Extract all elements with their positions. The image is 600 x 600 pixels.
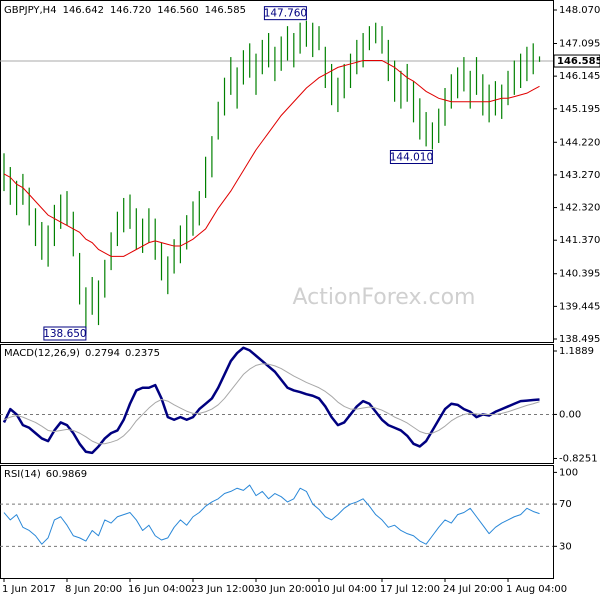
ohlc-value: 146.720 [110, 5, 151, 16]
x-tick-label: 17 Jul 12:00 [380, 584, 440, 595]
y-tick-label: -0.8251 [559, 453, 598, 464]
indicator-value: 60.9869 [46, 469, 87, 480]
y-tick-label: 145.195 [559, 104, 600, 115]
last-price-label: 146.585 [557, 56, 600, 67]
ohlc-value: 146.642 [63, 5, 104, 16]
indicator-header: RSI(14) 60.9869 [4, 469, 87, 480]
y-tick-label: 139.445 [559, 301, 600, 312]
y-tick-label: 0.00 [559, 409, 581, 420]
y-tick-label: 141.370 [559, 235, 600, 246]
moving-average [3, 60, 540, 257]
y-tick-label: 144.220 [559, 137, 600, 148]
x-tick-label: 1 Aug 04:00 [506, 584, 567, 595]
indicator-name: RSI(14) [4, 469, 41, 480]
x-tick-label: 16 Jun 04:00 [128, 584, 192, 595]
indicator-line [2, 346, 540, 455]
y-tick-label: 146.145 [559, 71, 600, 82]
y-tick-label: 1.1889 [559, 346, 594, 357]
indicator-value: 0.2375 [125, 348, 160, 359]
annotation-label: 138.650 [43, 328, 86, 340]
x-tick-label: 10 Jul 04:00 [317, 584, 377, 595]
y-tick-label: 142.320 [559, 203, 600, 214]
indicator-name: MACD(12,26,9) [4, 348, 80, 359]
indicator-line [3, 363, 540, 445]
panel-frame [0, 465, 554, 579]
indicator-line [3, 484, 540, 545]
annotation-box [263, 6, 307, 21]
annotation-label: 144.010 [390, 152, 433, 164]
y-tick-label: 140.395 [559, 269, 600, 280]
indicator-header: MACD(12,26,9) 0.2794 0.2375 [4, 348, 160, 359]
y-tick-label: 147.095 [559, 39, 600, 50]
x-tick-label: 23 Jun 12:00 [191, 584, 255, 595]
indicator-value: 0.2794 [85, 348, 120, 359]
panel-frame [0, 344, 554, 464]
ohlc-value: 146.560 [157, 5, 198, 16]
y-tick-label: 143.270 [559, 170, 600, 181]
y-tick-label: 70 [559, 499, 572, 510]
y-tick-label: 148.070 [559, 5, 600, 16]
last-price-box [553, 54, 600, 68]
y-tick-label: 100 [559, 467, 578, 478]
annotation-box [389, 150, 433, 165]
y-tick-label: 138.495 [559, 334, 600, 345]
chart-header: GBPJPY,H4 146.642 146.720 146.560 146.585 [4, 5, 246, 16]
x-tick-label: 1 Jun 2017 [2, 584, 56, 595]
x-tick-label: 8 Jun 20:00 [65, 584, 122, 595]
symbol: GBPJPY,H4 [4, 5, 57, 16]
x-tick-label: 30 Jun 20:00 [254, 584, 318, 595]
y-tick-label: 30 [559, 541, 572, 552]
x-tick-label: 24 Jul 20:00 [443, 584, 503, 595]
watermark: ActionForex.com [293, 285, 476, 310]
annotation-label: 147.760 [264, 8, 307, 20]
annotation-box [43, 326, 87, 341]
close-value: 146.585 [205, 5, 246, 16]
